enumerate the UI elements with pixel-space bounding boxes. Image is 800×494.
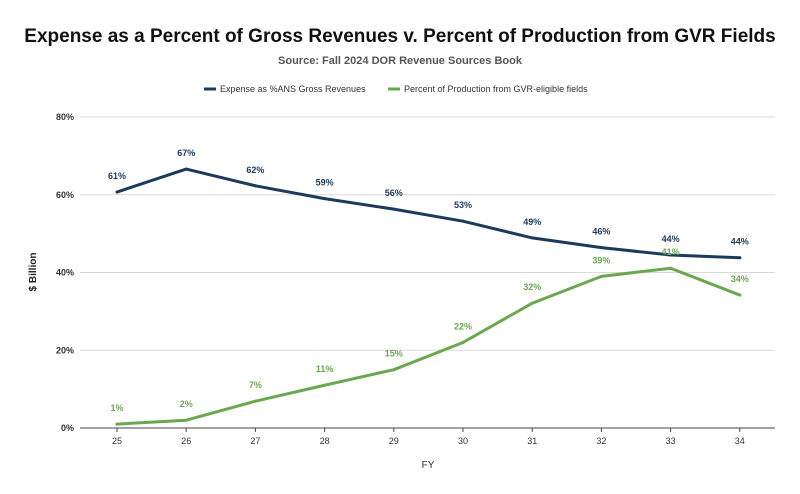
y-tick-label: 0%	[61, 423, 74, 433]
data-point-expense	[184, 167, 188, 171]
data-label-gvr-production: 39%	[592, 255, 610, 265]
data-label-expense: 56%	[385, 188, 403, 198]
data-point-gvr-production	[461, 340, 465, 344]
data-point-expense	[530, 236, 534, 240]
data-labels: 61% 67% 62% 59% 56% 53% 49% 46% 44% 44% 1% 2% 7% 11% 1…	[108, 148, 749, 413]
data-point-gvr-production	[599, 274, 603, 278]
legend-label-expense: Expense as %ANS Gross Revenues	[220, 84, 366, 94]
data-point-expense	[115, 190, 119, 194]
data-label-expense: 49%	[523, 217, 541, 227]
data-point-expense	[323, 197, 327, 201]
data-point-gvr-production	[738, 293, 742, 297]
x-tick-label: 26	[181, 436, 191, 446]
data-point-gvr-production	[184, 418, 188, 422]
y-tick-label: 20%	[56, 345, 74, 355]
data-point-expense	[461, 219, 465, 223]
x-tick-label: 25	[112, 436, 122, 446]
data-point-expense	[253, 184, 257, 188]
series-lines	[115, 167, 742, 426]
data-label-gvr-production: 7%	[249, 380, 262, 390]
data-label-expense: 61%	[108, 171, 126, 181]
data-label-gvr-production: 15%	[385, 349, 403, 359]
data-point-gvr-production	[530, 301, 534, 305]
data-point-expense	[599, 246, 603, 250]
data-point-gvr-production	[115, 422, 119, 426]
x-tick-label: 29	[389, 436, 399, 446]
data-label-expense: 46%	[592, 227, 610, 237]
y-axis-title: $ Billion	[28, 253, 39, 292]
chart-title: Expense as a Percent of Gross Revenues v…	[24, 26, 775, 47]
data-label-expense: 59%	[316, 178, 334, 188]
x-tick-label: 32	[596, 436, 606, 446]
x-tick-label: 31	[527, 436, 537, 446]
data-point-expense	[669, 253, 673, 257]
legend-label-gvr-production: Percent of Production from GVR-eligible …	[404, 84, 588, 94]
series-line-expense	[115, 167, 742, 260]
data-label-expense: 44%	[731, 237, 749, 247]
data-label-gvr-production: 11%	[316, 364, 334, 374]
data-label-expense: 44%	[662, 234, 680, 244]
data-label-gvr-production: 32%	[523, 282, 541, 292]
data-label-expense: 53%	[454, 200, 472, 210]
data-label-gvr-production: 1%	[110, 403, 123, 413]
data-label-gvr-production: 41%	[662, 247, 680, 257]
x-tick-label: 33	[666, 436, 676, 446]
x-tick-label: 30	[458, 436, 468, 446]
data-label-expense: 62%	[246, 165, 264, 175]
legend: Expense as %ANS Gross Revenues Percent o…	[204, 84, 588, 94]
x-tick-label: 27	[250, 436, 260, 446]
data-point-gvr-production	[253, 399, 257, 403]
y-tick-label: 60%	[56, 190, 74, 200]
data-label-gvr-production: 2%	[180, 399, 193, 409]
data-point-gvr-production	[392, 368, 396, 372]
x-axis: 25 26 27 28 29 30 31 32 33 34	[112, 428, 745, 446]
y-tick-label: 40%	[56, 268, 74, 278]
data-point-gvr-production	[669, 266, 673, 270]
chart-subtitle: Source: Fall 2024 DOR Revenue Sources Bo…	[278, 55, 523, 67]
y-tick-label: 80%	[56, 112, 74, 122]
data-point-expense	[392, 207, 396, 211]
y-axis: 0% 20% 40% 60% 80%	[56, 112, 74, 433]
data-label-expense: 67%	[177, 148, 195, 158]
series-line-gvr-production	[115, 266, 742, 426]
data-point-expense	[738, 256, 742, 260]
x-axis-title: FY	[422, 460, 435, 471]
data-point-gvr-production	[323, 383, 327, 387]
gridlines	[80, 116, 775, 429]
x-tick-label: 34	[735, 436, 745, 446]
x-tick-label: 28	[320, 436, 330, 446]
data-label-gvr-production: 34%	[731, 274, 749, 284]
data-label-gvr-production: 22%	[454, 321, 472, 331]
